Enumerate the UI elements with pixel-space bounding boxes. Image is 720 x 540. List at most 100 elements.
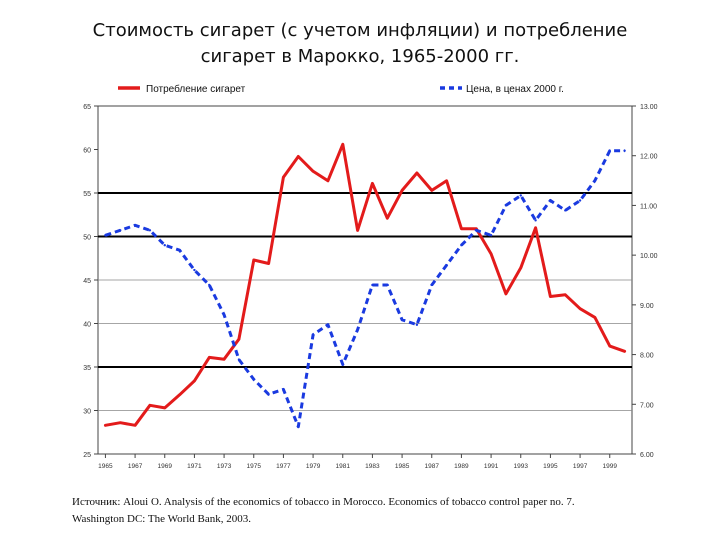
- x-axis-tick-label: 1997: [573, 463, 588, 470]
- price-point: [326, 323, 330, 326]
- x-axis-tick-label: 1987: [425, 463, 440, 470]
- consumption-point: [430, 189, 433, 192]
- consumption-point: [297, 155, 300, 158]
- consumption-point: [400, 189, 404, 192]
- consumption-point: [326, 179, 330, 183]
- consumption-point: [282, 176, 285, 179]
- price-point: [578, 199, 582, 202]
- right-axis-tick-label: 7.00: [640, 402, 654, 409]
- x-axis-tick-label: 1973: [217, 463, 232, 470]
- consumption-point: [178, 393, 181, 397]
- x-axis-tick-label: 1983: [365, 463, 380, 470]
- legend-label-consumption: Потребление сигарет: [146, 83, 246, 95]
- consumption-point: [133, 424, 137, 427]
- price-series-line: [104, 149, 625, 429]
- x-axis-tick-label: 1989: [454, 463, 469, 470]
- consumption-point: [460, 227, 463, 230]
- price-point: [282, 388, 285, 391]
- price-point: [415, 323, 419, 326]
- left-axis-tick-label: 40: [83, 322, 91, 329]
- source-note: Источник: Aloui O. Analysis of the econo…: [72, 494, 672, 528]
- price-point: [371, 283, 374, 287]
- left-axis-tick-label: 65: [83, 104, 91, 111]
- price-point: [475, 229, 478, 232]
- consumption-point: [222, 357, 226, 361]
- consumption-point: [356, 229, 359, 232]
- consumption-point: [534, 226, 537, 229]
- price-point: [148, 229, 152, 232]
- right-axis-tick-label: 12.00: [640, 154, 658, 161]
- right-axis-tick-label: 8.00: [640, 353, 654, 360]
- consumption-point: [341, 143, 344, 146]
- chart-title-line-2: сигарет в Марокко, 1965-2000 гг.: [200, 46, 520, 67]
- price-point: [208, 283, 211, 287]
- left-axis-tick-label: 60: [83, 148, 91, 155]
- price-point: [564, 209, 567, 212]
- price-point: [193, 268, 196, 272]
- consumption-point: [445, 179, 448, 183]
- consumption-point: [104, 424, 107, 427]
- right-axis-tick-label: 10.00: [640, 253, 658, 260]
- legend-label-price: Цена, в ценах 2000 г.: [466, 84, 564, 95]
- consumption-point: [623, 350, 626, 353]
- price-point: [267, 393, 270, 396]
- x-axis-tick-label: 1971: [187, 463, 202, 470]
- consumption-point: [148, 404, 152, 407]
- right-axis-tick-label: 6.00: [640, 452, 654, 459]
- right-axis-tick-label: 9.00: [640, 303, 654, 310]
- price-point: [549, 199, 552, 202]
- consumption-point: [163, 406, 166, 410]
- price-point: [623, 149, 626, 152]
- chart-title: Стоимость сигарет (с учетом инфляции) и …: [40, 18, 680, 70]
- price-point: [356, 328, 359, 331]
- x-axis-tick-label: 1965: [98, 463, 113, 470]
- x-axis-tick-label: 1985: [395, 463, 410, 470]
- consumption-point: [564, 293, 567, 296]
- source-note-line-1: Источник: Aloui O. Analysis of the econo…: [72, 496, 575, 508]
- consumption-point: [119, 421, 122, 424]
- consumption-point: [237, 337, 241, 341]
- consumption-point: [208, 356, 211, 359]
- price-point: [386, 283, 389, 287]
- price-point: [445, 263, 448, 267]
- consumption-point: [386, 217, 389, 220]
- x-axis-tick-label: 1967: [128, 463, 143, 470]
- left-axis-tick-label: 45: [83, 278, 91, 285]
- price-point: [489, 234, 493, 237]
- price-point: [119, 229, 122, 232]
- price-point: [163, 244, 166, 247]
- price-point: [593, 179, 597, 182]
- consumption-point: [593, 316, 597, 319]
- price-point: [400, 318, 404, 321]
- price-point: [133, 224, 137, 227]
- price-point: [178, 248, 181, 252]
- source-note-line-2: Washington DC: The World Bank, 2003.: [72, 513, 252, 525]
- consumption-point: [267, 262, 270, 265]
- right-axis-tick-label: 13.00: [640, 104, 658, 111]
- left-axis-tick-label: 25: [83, 452, 91, 459]
- price-point: [222, 313, 226, 316]
- consumption-point: [489, 252, 493, 256]
- price-point: [430, 283, 433, 287]
- price-point: [341, 363, 344, 366]
- price-point: [252, 378, 255, 381]
- price-point: [237, 358, 241, 361]
- consumption-point: [608, 344, 611, 348]
- consumption-point: [371, 182, 374, 185]
- price-point: [504, 204, 508, 207]
- left-axis-tick-label: 30: [83, 409, 91, 416]
- price-point: [519, 194, 522, 197]
- x-axis-tick-label: 1969: [158, 463, 173, 470]
- consumption-point: [549, 295, 552, 298]
- price-point: [311, 333, 315, 336]
- consumption-point: [519, 266, 522, 270]
- x-axis-tick-label: 1999: [603, 463, 618, 470]
- price-point: [460, 244, 463, 247]
- left-axis-tick-label: 55: [83, 191, 91, 198]
- price-point: [608, 149, 611, 152]
- x-axis-tick-label: 1995: [543, 463, 558, 470]
- left-axis-tick-label: 50: [83, 235, 91, 242]
- price-point: [534, 219, 537, 222]
- x-axis-tick-label: 1977: [276, 463, 291, 470]
